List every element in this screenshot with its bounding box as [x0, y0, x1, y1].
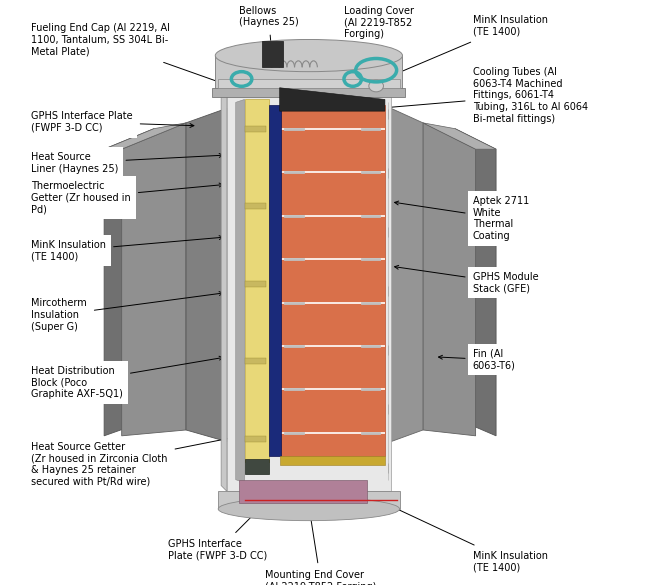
Polygon shape [122, 123, 186, 436]
Polygon shape [215, 56, 402, 91]
Polygon shape [245, 126, 266, 132]
Text: Loading Cover
(Al 2219-T852
Forging): Loading Cover (Al 2219-T852 Forging) [321, 6, 414, 59]
Polygon shape [423, 123, 496, 149]
Polygon shape [245, 459, 269, 474]
Polygon shape [455, 129, 496, 436]
Polygon shape [245, 436, 266, 442]
Polygon shape [218, 491, 400, 509]
Polygon shape [236, 99, 245, 483]
Polygon shape [104, 123, 186, 149]
Polygon shape [423, 123, 476, 436]
Polygon shape [280, 88, 385, 111]
Polygon shape [245, 358, 266, 364]
Text: Fueling End Cap (Al 2219, Al
1100, Tantalum, SS 304L Bi-
Metal Plate): Fueling End Cap (Al 2219, Al 1100, Tanta… [31, 23, 223, 84]
Polygon shape [218, 79, 400, 88]
Polygon shape [245, 281, 266, 287]
Polygon shape [280, 456, 385, 465]
Polygon shape [186, 108, 227, 442]
Text: MinK Insulation
(TE 1400): MinK Insulation (TE 1400) [394, 15, 547, 75]
Polygon shape [391, 108, 423, 442]
Text: Mounting End Cover
(Al 2219-T852 Forging): Mounting End Cover (Al 2219-T852 Forging… [265, 510, 377, 585]
Text: Cooling Tubes (Al
6063-T4 Machined
Fittings, 6061-T4
Tubing, 316L to Al 6064
Bi-: Cooling Tubes (Al 6063-T4 Machined Fitti… [383, 67, 588, 123]
Text: MinK Insulation
(TE 1400): MinK Insulation (TE 1400) [394, 508, 547, 573]
Polygon shape [269, 105, 281, 456]
Ellipse shape [369, 80, 384, 92]
Ellipse shape [218, 497, 400, 521]
Polygon shape [221, 91, 227, 491]
Text: MinK Insulation
(TE 1400): MinK Insulation (TE 1400) [31, 236, 223, 261]
Text: Heat Distribution
Block (Poco
Graphite AXF-5Q1): Heat Distribution Block (Poco Graphite A… [31, 356, 223, 399]
Text: Heat Source Getter
(Zr housed in Zirconia Cloth
& Haynes 25 retainer
secured wit: Heat Source Getter (Zr housed in Zirconi… [31, 435, 238, 487]
Text: Aptek 2711
White
Thermal
Coating: Aptek 2711 White Thermal Coating [395, 196, 529, 241]
Text: Thermoelectric
Getter (Zr housed in
Pd): Thermoelectric Getter (Zr housed in Pd) [31, 181, 223, 215]
Polygon shape [104, 129, 154, 436]
Polygon shape [245, 204, 266, 209]
Polygon shape [212, 88, 406, 97]
Text: Heat Source
Liner (Haynes 25): Heat Source Liner (Haynes 25) [31, 152, 223, 174]
Text: Fin (Al
6063-T6): Fin (Al 6063-T6) [439, 349, 516, 370]
Text: Mircotherm
Insulation
(Super G): Mircotherm Insulation (Super G) [31, 291, 223, 332]
Text: GPHS Interface
Plate (FWPF 3-D CC): GPHS Interface Plate (FWPF 3-D CC) [168, 497, 271, 561]
Polygon shape [245, 99, 269, 462]
Ellipse shape [215, 39, 402, 71]
Polygon shape [227, 91, 391, 491]
Polygon shape [239, 480, 367, 503]
Text: GPHS Interface Plate
(FWPF 3-D CC): GPHS Interface Plate (FWPF 3-D CC) [31, 111, 194, 133]
Text: Bellows
(Haynes 25): Bellows (Haynes 25) [239, 6, 298, 72]
Polygon shape [280, 105, 385, 456]
Polygon shape [262, 41, 283, 67]
Text: GPHS Module
Stack (GFE): GPHS Module Stack (GFE) [395, 266, 538, 294]
